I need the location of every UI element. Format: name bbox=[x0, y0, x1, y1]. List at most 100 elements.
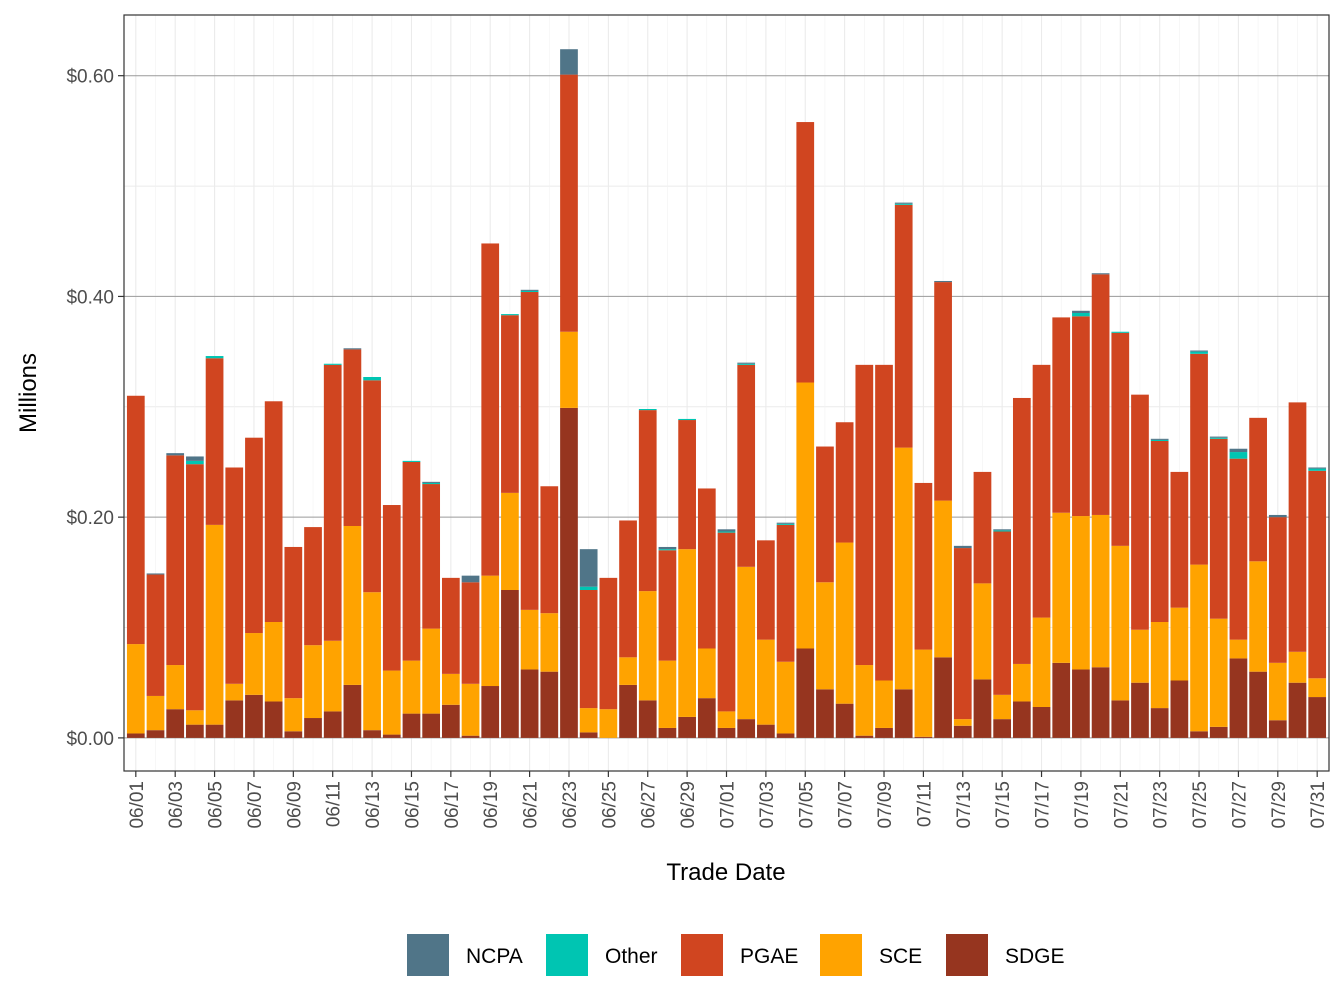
bar-segment-sce bbox=[599, 709, 618, 738]
x-tick-label: 06/03 bbox=[166, 781, 187, 829]
bar-segment-sdge bbox=[441, 704, 460, 738]
bar-segment-other bbox=[1209, 437, 1228, 439]
bar-segment-pgae bbox=[146, 574, 165, 696]
bar-segment-pgae bbox=[796, 122, 815, 383]
bar-segment-sdge bbox=[540, 671, 559, 738]
bar-segment-sce bbox=[737, 566, 756, 720]
bar-segment-pgae bbox=[1288, 402, 1307, 652]
x-tick-label: 07/29 bbox=[1269, 781, 1290, 829]
bar-segment-other bbox=[402, 460, 421, 462]
bar-segment-sdge bbox=[1209, 726, 1228, 738]
legend: NCPA Other PGAE SCE SDGE bbox=[407, 934, 1065, 976]
bar-segment-pgae bbox=[697, 488, 716, 649]
legend-swatch-sdge bbox=[946, 934, 988, 976]
bar-segment-pgae bbox=[599, 577, 618, 710]
bar-segment-sce bbox=[146, 695, 165, 731]
bar-segment-ncpa bbox=[1268, 514, 1287, 518]
bar-segment-other bbox=[894, 203, 913, 205]
bar-segment-sdge bbox=[1131, 682, 1149, 738]
bar-segment-other bbox=[737, 363, 756, 365]
bar-segment-sce bbox=[481, 575, 500, 687]
bar-segment-sce bbox=[894, 447, 913, 690]
y-tick-label: $0.20 bbox=[66, 508, 114, 529]
bar-segment-sce bbox=[304, 645, 322, 719]
bar-segment-pgae bbox=[1229, 458, 1248, 640]
bar-segment-sdge bbox=[855, 735, 874, 738]
bar-segment-ncpa bbox=[343, 348, 362, 350]
bar-segment-sdge bbox=[953, 725, 972, 738]
bar-segment-sce bbox=[225, 683, 244, 701]
bar-segment-sdge bbox=[284, 731, 303, 738]
bar-segment-ncpa bbox=[1072, 310, 1090, 313]
x-tick-label: 06/05 bbox=[206, 781, 227, 829]
bar-segment-sce bbox=[973, 583, 992, 680]
bar-segment-sce bbox=[1032, 617, 1051, 707]
x-tick-label: 07/01 bbox=[718, 781, 739, 829]
bar-segment-pgae bbox=[737, 364, 756, 567]
bar-segment-sdge bbox=[658, 727, 677, 738]
bar-segment-sce bbox=[1229, 639, 1248, 659]
bar-segment-sdge bbox=[126, 733, 145, 738]
bar-segment-sdge bbox=[1150, 708, 1169, 738]
bar-segment-pgae bbox=[343, 349, 362, 526]
bar-segment-other bbox=[323, 363, 342, 365]
bar-segment-ncpa bbox=[1190, 350, 1208, 352]
bar-segment-pgae bbox=[638, 410, 657, 592]
bar-segment-pgae bbox=[186, 464, 204, 711]
bar-segment-sce bbox=[323, 640, 342, 712]
x-tick-label: 06/11 bbox=[324, 781, 345, 827]
bar-segment-other bbox=[501, 314, 519, 316]
bar-segment-pgae bbox=[520, 292, 539, 610]
bar-segment-sce bbox=[402, 660, 421, 714]
bar-segment-sdge bbox=[501, 590, 519, 738]
bar-segment-other bbox=[1072, 312, 1090, 317]
bar-segment-sdge bbox=[382, 734, 401, 738]
bar-segment-sdge bbox=[875, 727, 893, 738]
x-tick-label: 06/09 bbox=[284, 781, 305, 829]
bar-segment-sdge bbox=[481, 686, 500, 738]
bar-segment-ncpa bbox=[1150, 438, 1169, 440]
bar-segment-sce bbox=[579, 708, 598, 733]
legend-label-pgae: PGAE bbox=[740, 945, 798, 968]
bar-segment-pgae bbox=[953, 548, 972, 720]
bar-segment-ncpa bbox=[1229, 448, 1248, 453]
bar-segment-sdge bbox=[934, 657, 952, 738]
bar-segment-pgae bbox=[658, 550, 677, 661]
bar-segment-ncpa bbox=[1091, 273, 1110, 275]
bar-segment-sdge bbox=[1111, 700, 1130, 738]
bar-segment-sce bbox=[855, 665, 874, 736]
legend-swatch-other bbox=[546, 934, 588, 976]
bar-segment-ncpa bbox=[520, 289, 539, 291]
bar-segment-ncpa bbox=[579, 549, 598, 587]
bar-segment-pgae bbox=[422, 484, 441, 629]
bar-segment-sdge bbox=[1091, 667, 1110, 738]
x-tick-label: 06/27 bbox=[639, 781, 660, 829]
x-tick-label: 07/15 bbox=[993, 781, 1014, 829]
y-tick-label: $0.60 bbox=[66, 67, 114, 88]
bar-segment-sce bbox=[205, 524, 224, 725]
bar-segment-other bbox=[205, 356, 224, 359]
bar-segment-sce bbox=[717, 711, 736, 728]
x-tick-label: 06/01 bbox=[127, 781, 148, 829]
x-tick-label: 07/21 bbox=[1111, 781, 1132, 829]
bar-segment-sdge bbox=[402, 713, 421, 738]
bar-segment-other bbox=[363, 376, 381, 381]
bar-segment-other bbox=[186, 460, 204, 465]
x-axis-title: Trade Date bbox=[666, 859, 785, 886]
bar-segment-pgae bbox=[402, 461, 421, 661]
bar-segment-sce bbox=[1131, 629, 1149, 683]
bar-segment-pgae bbox=[1131, 394, 1149, 630]
bar-segment-sce bbox=[678, 549, 696, 717]
bar-segment-sdge bbox=[914, 736, 933, 738]
bar-segment-sce bbox=[757, 639, 775, 725]
bar-segment-sdge bbox=[894, 689, 913, 738]
bar-segment-ncpa bbox=[658, 546, 677, 550]
x-tick-label: 06/13 bbox=[363, 781, 384, 829]
bar-segment-sdge bbox=[717, 727, 736, 738]
bar-segment-ncpa bbox=[953, 545, 972, 549]
bar-segment-other bbox=[422, 482, 441, 485]
y-tick-label: $0.00 bbox=[66, 729, 114, 750]
bar-segment-sce bbox=[993, 694, 1012, 720]
bar-segment-other bbox=[776, 523, 795, 525]
bar-segment-sdge bbox=[993, 719, 1012, 738]
